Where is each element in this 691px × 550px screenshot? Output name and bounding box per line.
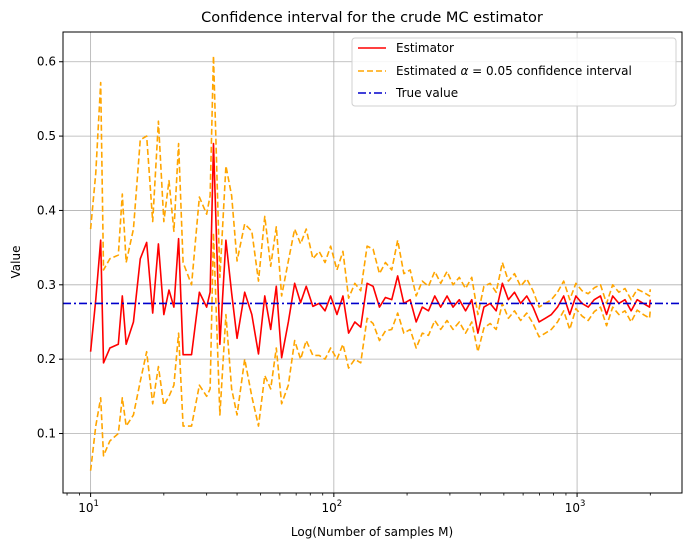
chart-title: Confidence interval for the crude MC est… <box>201 10 543 26</box>
y-tick-label: 0.3 <box>37 278 56 292</box>
x-tick-label: 102 <box>321 499 342 515</box>
legend-label-confidence-symbol: α <box>460 64 468 78</box>
legend-label-confidence-suffix: = 0.05 confidence interval <box>468 64 631 78</box>
legend-box <box>351 37 677 107</box>
x-tick-base: 10 <box>565 501 580 515</box>
x-tick-label: 101 <box>78 499 99 515</box>
axes-frame <box>62 31 683 494</box>
x-tick-exponent: 3 <box>580 499 585 509</box>
x-tick-exponent: 2 <box>337 499 342 509</box>
x-axis-label: Log(Number of samples M) <box>291 525 453 539</box>
x-tick-label: 103 <box>565 499 586 515</box>
legend-label-estimator: Estimator <box>396 41 454 55</box>
y-tick-label: 0.5 <box>37 129 56 143</box>
legend: Estimator Estimated α = 0.05 confidence … <box>351 37 677 107</box>
ci-upper-line <box>89 54 652 316</box>
ci-lower-line <box>89 231 652 471</box>
y-tick-label: 0.6 <box>37 55 56 69</box>
y-tick-label: 0.1 <box>37 427 56 441</box>
x-tick-exponent: 1 <box>94 499 99 509</box>
x-tick-base: 10 <box>78 501 93 515</box>
estimator-line <box>89 142 652 364</box>
legend-label-true-value: True value <box>395 86 458 100</box>
y-tick-label: 0.2 <box>37 352 56 366</box>
plot-area <box>63 54 682 471</box>
x-tick-base: 10 <box>321 501 336 515</box>
y-axis-label: Value <box>9 246 23 279</box>
legend-label-confidence: Estimated α = 0.05 confidence interval <box>396 64 632 78</box>
legend-label-confidence-prefix: Estimated <box>396 64 460 78</box>
y-tick-label: 0.4 <box>37 203 56 217</box>
